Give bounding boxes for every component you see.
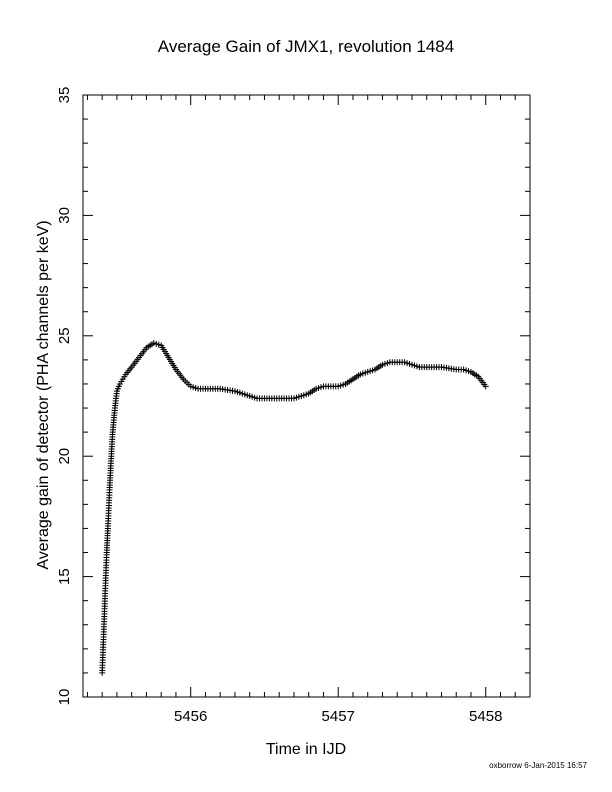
y-axis-label: Average gain of detector (PHA channels p… bbox=[35, 220, 52, 569]
y-tick-label: 35 bbox=[56, 87, 73, 104]
y-tick-label: 20 bbox=[56, 448, 73, 465]
axes: 5456 5457 5458 10 15 20 25 30 35 bbox=[56, 87, 531, 725]
chart-title: Average Gain of JMX1, revolution 1484 bbox=[158, 37, 454, 56]
plot-frame bbox=[82, 94, 531, 698]
data-points bbox=[99, 340, 489, 676]
y-tick-label: 15 bbox=[56, 568, 73, 585]
x-tick-label: 5456 bbox=[174, 708, 207, 725]
footer-timestamp: oxborrow 6-Jan-2015 16:57 bbox=[489, 761, 587, 770]
x-tick-label: 5457 bbox=[322, 708, 355, 725]
y-tick-label: 10 bbox=[56, 689, 73, 706]
y-tick-label: 25 bbox=[56, 327, 73, 344]
data-point bbox=[482, 383, 489, 390]
x-tick-label: 5458 bbox=[469, 708, 502, 725]
x-axis-label: Time in IJD bbox=[266, 741, 346, 758]
y-tick-label: 30 bbox=[56, 207, 73, 224]
